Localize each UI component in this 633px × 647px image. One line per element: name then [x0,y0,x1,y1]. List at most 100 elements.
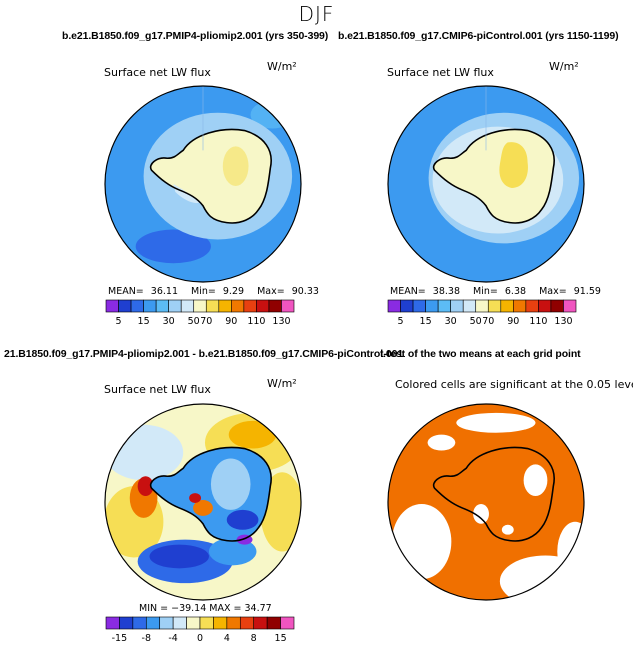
colorbar-swatch [538,299,552,313]
colorbar-swatch [172,616,187,630]
colorbar-swatch [239,616,255,630]
insignificant-area [523,464,548,497]
colorbar-swatch [400,299,414,313]
colorbar-tick-label: 15 [275,633,287,644]
colorbar-swatch [231,299,245,313]
panel1-map [104,85,302,283]
colorbar-tick-label: 50 [470,316,482,327]
colorbar-tick-label: -15 [112,633,128,644]
figure-title: DJF [298,2,335,26]
colorbar-swatch [119,616,134,630]
max-value: 91.59 [573,286,601,297]
panel2-variable: Surface net LW flux [387,66,494,79]
min-label: Min= [473,286,498,297]
anomaly-patch [208,537,257,566]
anomaly-patch [104,424,184,481]
anomaly-patch [137,476,154,497]
coastline [432,128,555,224]
colorbar-swatch [253,616,268,630]
insignificant-area [427,434,456,451]
panel3-title: 21.B1850.f09_g17.PMIP4-pliomip2.001 - b.… [4,348,404,360]
colorbar-swatch [205,299,220,313]
colorbar-tick-label: 15 [138,316,150,327]
colorbar-swatch [280,616,295,630]
colorbar-swatch [266,616,281,630]
colorbar-swatch [268,299,282,313]
colorbar-tick-label: 110 [247,316,265,327]
colorbar-swatch [513,299,527,313]
panel2-colorbar: 5 15 30 50 70 90 110 130 [387,299,577,327]
panel3-stats: MIN = −39.14 MAX = 34.77 [139,603,272,614]
colorbar-swatch [437,299,451,313]
colorbar-tick-label: 90 [507,316,519,327]
colorbar-tick-label: 30 [445,316,457,327]
panel2-stats: MEAN= 38.38 Min= 6.38 Max= 91.59 [390,286,601,297]
colorbar-tick-label: 5 [115,316,121,327]
min-label: Min= [191,286,216,297]
colorbar-swatch [387,299,401,313]
mean-label: MEAN= [108,286,144,297]
panel1-variable: Surface net LW flux [104,66,211,79]
colorbar-swatch [218,299,232,313]
panel1-stats: MEAN= 36.11 Min= 9.29 Max= 90.33 [108,286,319,297]
colorbar-swatch [118,299,132,313]
panel2-title: b.e21.B1850.f09_g17.CMIP6-piControl.001 … [338,30,619,42]
panel1-colorbar: 5 15 30 50 70 90 110 130 [105,299,295,327]
panel4-description: Colored cells are significant at the 0.0… [395,378,633,391]
max-label: Max= [539,286,567,297]
colorbar-swatch [281,299,295,313]
colorbar-swatch [168,299,182,313]
insignificant-area [391,503,452,580]
colorbar-swatch [475,299,489,313]
colorbar-swatch [155,299,169,313]
colorbar-tick-label: 130 [272,316,290,327]
anomaly-patch [228,420,277,449]
insignificant-area [501,524,514,535]
colorbar-tick-label: 5 [397,316,403,327]
anomaly-patch [210,458,251,510]
panel1-units: W/m² [267,60,297,73]
panel2-map [387,85,585,283]
colorbar-tick-label: 130 [554,316,572,327]
plateau-patch [222,146,249,186]
colorbar-swatch [256,299,270,313]
colorbar-swatch [213,616,228,630]
max-label: Max= [257,286,285,297]
colorbar-swatch [105,616,120,630]
colorbar-tick-label: 70 [482,316,494,327]
colorbar-swatch [159,616,174,630]
colorbar-swatch [132,616,147,630]
colorbar-tick-label: 90 [225,316,237,327]
colorbar-swatch [193,299,207,313]
insignificant-area [473,503,489,524]
panel1-title: b.e21.B1850.f09_g17.PMIP4-pliomip2.001 (… [62,30,329,42]
colorbar-swatch [226,616,241,630]
colorbar-tick-label: 15 [420,316,432,327]
anomaly-patch [260,472,302,552]
colorbar-swatch [145,616,161,630]
colorbar-swatch [143,299,157,313]
anomaly-patch [226,509,259,530]
colorbar-tick-label: 8 [251,633,257,644]
panel4-map [387,403,585,601]
deep-ocean-patch [135,229,211,264]
colorbar-swatch [130,299,144,313]
colorbar-swatch [550,299,564,313]
mean-value: 38.38 [432,286,460,297]
anomaly-patch [189,493,202,503]
colorbar-swatch [186,616,201,630]
colorbar-swatch [425,299,439,313]
insignificant-area [499,555,585,601]
colorbar-tick-label: 30 [163,316,175,327]
min-value: 6.38 [504,286,527,297]
colorbar-tick-label: 70 [200,316,212,327]
coastline [149,128,272,224]
insignificant-area [557,521,585,582]
colorbar-swatch [500,299,514,313]
colorbar-swatch [450,299,464,313]
colorbar-tick-label: 50 [188,316,200,327]
anomaly-patch [193,500,213,516]
colorbar-swatch [412,299,426,313]
colorbar-swatch [180,299,195,313]
colorbar-swatch [563,299,577,313]
